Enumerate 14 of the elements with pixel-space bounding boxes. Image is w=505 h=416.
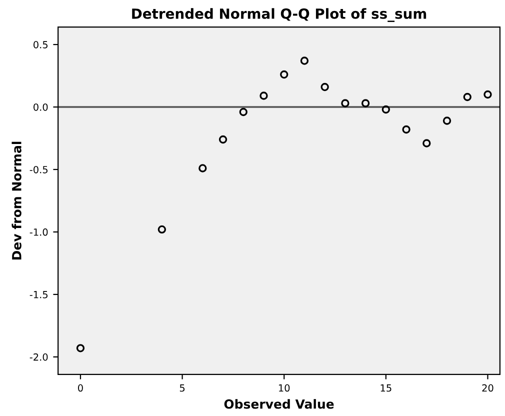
y-tick-label: 0.5: [34, 41, 48, 48]
y-tick-label: -0.5: [30, 166, 48, 174]
chart-title: Detrended Normal Q-Q Plot of ss_sum: [132, 8, 426, 22]
x-tick-label: 10: [278, 384, 290, 392]
y-tick-label: -1.5: [30, 291, 48, 298]
y-tick-label: -1.0: [30, 228, 48, 236]
x-axis-title: Observed Value: [224, 399, 334, 409]
y-tick-label: -2.0: [30, 353, 48, 361]
x-tick-label: 5: [180, 384, 185, 392]
y-tick-label: 0.0: [34, 103, 48, 111]
x-tick-label: 15: [380, 384, 392, 392]
x-tick-label: 20: [482, 384, 494, 392]
y-axis-title: Dev from Normal: [12, 142, 22, 260]
x-tick-label: 0: [78, 384, 83, 392]
